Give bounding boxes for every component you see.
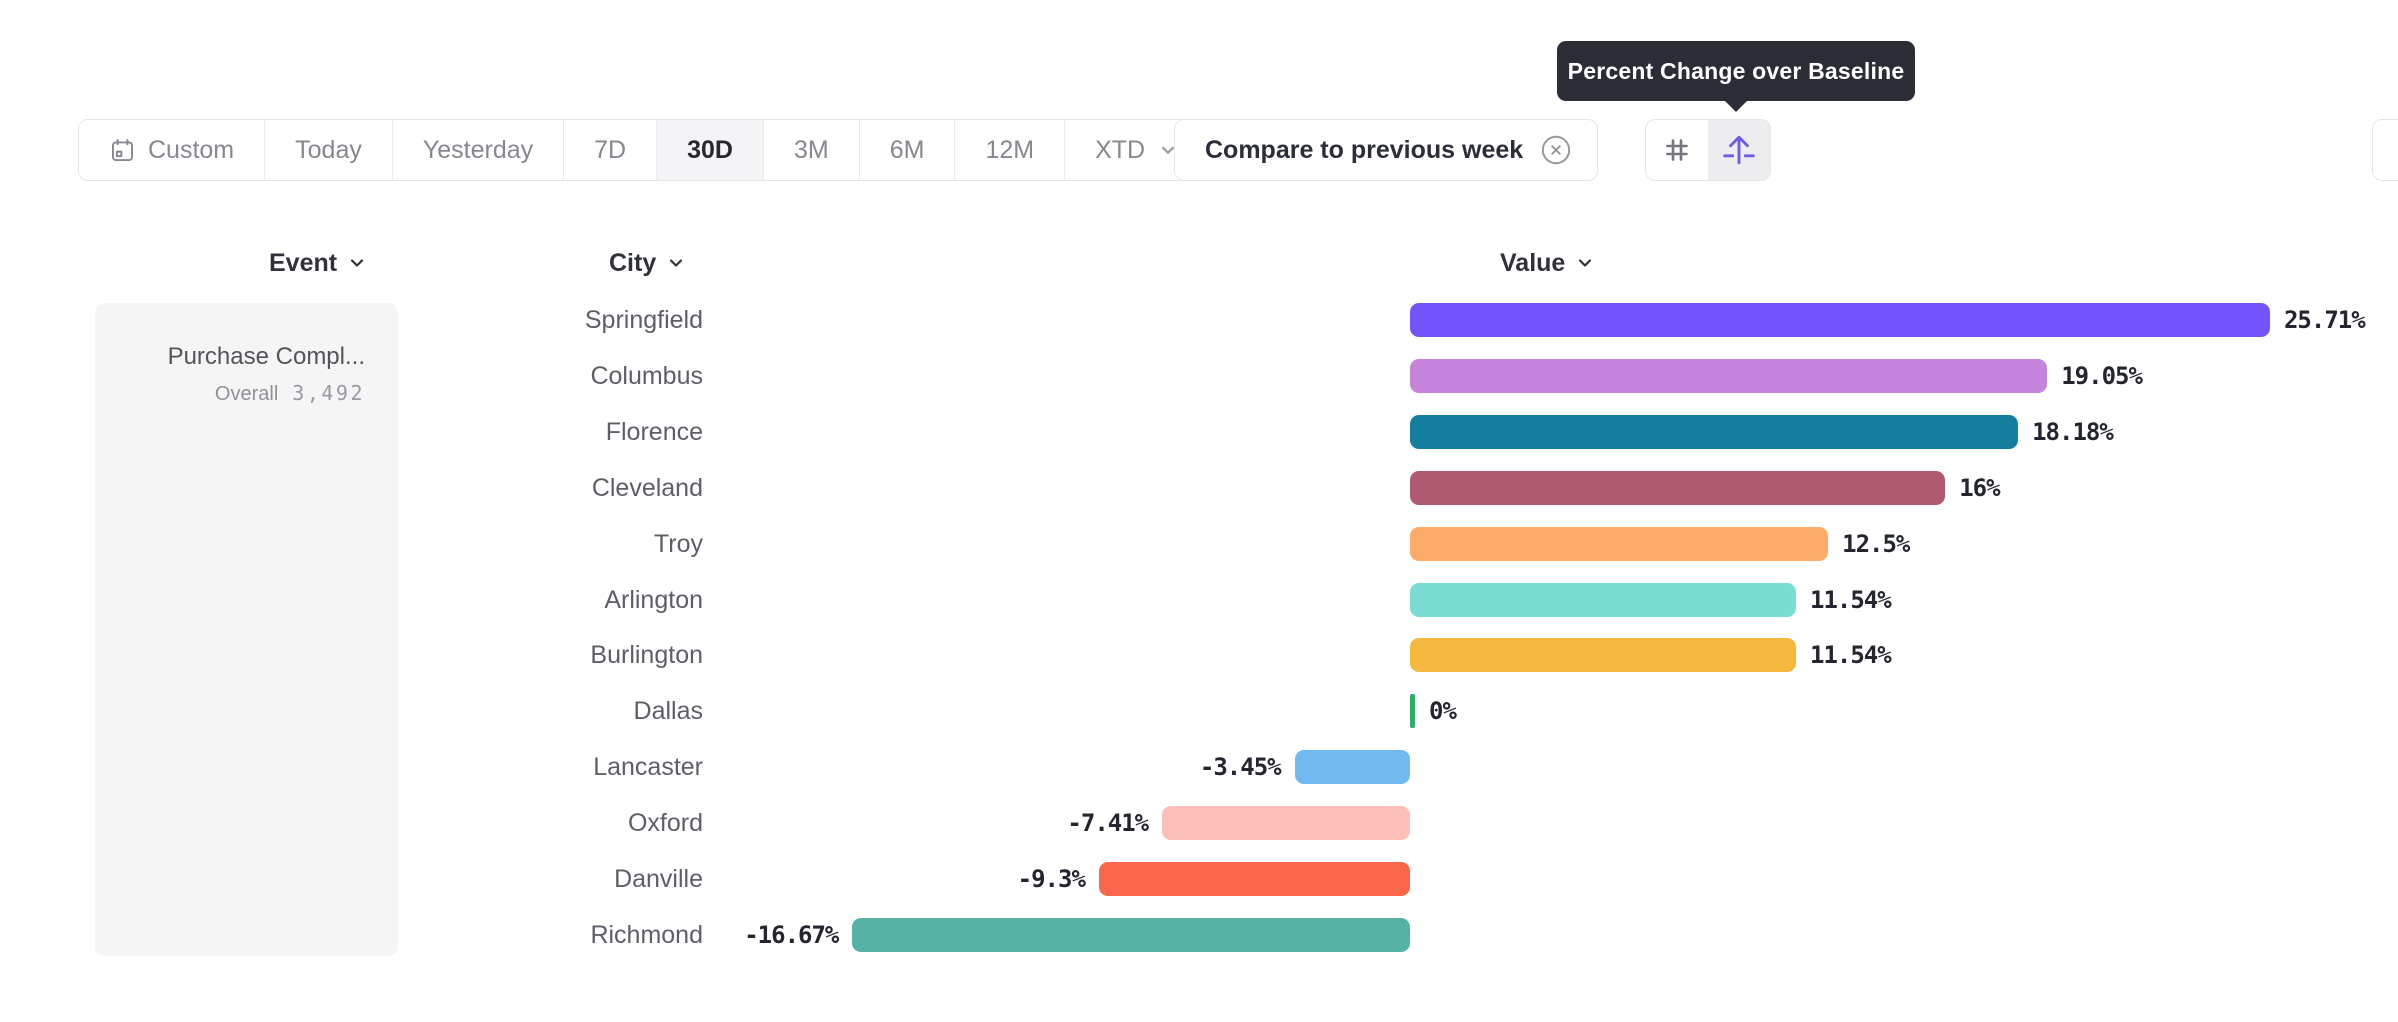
- hash-grid-icon: [1661, 134, 1693, 166]
- city-label: Burlington: [590, 641, 703, 670]
- metric-label: Overall: [214, 383, 279, 405]
- date-button-label: 30D: [687, 135, 733, 164]
- column-header-label: Event: [269, 248, 338, 277]
- chart-row: Springfield 25.71%: [0, 303, 2398, 337]
- date-button-label: Today: [295, 135, 362, 164]
- bar-value-label: 16%: [1959, 473, 2000, 502]
- chart-row: Cleveland 16%: [0, 470, 2398, 505]
- chevron-down-icon: [666, 253, 686, 273]
- date-button-3m[interactable]: 3M: [762, 120, 859, 180]
- bar[interactable]: [1410, 582, 1796, 617]
- tooltip-percent-change: Percent Change over Baseline: [1557, 41, 1915, 112]
- city-label: Dallas: [633, 697, 703, 726]
- bar[interactable]: [1410, 470, 1946, 505]
- bar[interactable]: [1410, 694, 1415, 729]
- column-header-event[interactable]: Event: [269, 247, 367, 279]
- bar[interactable]: [1162, 806, 1410, 841]
- close-circle-icon[interactable]: [1539, 133, 1573, 167]
- clipped-edge-button[interactable]: [2372, 119, 2398, 181]
- event-panel[interactable]: Purchase Compl... Overall 3,492: [95, 303, 398, 956]
- bar[interactable]: [1098, 862, 1410, 896]
- compare-chip-label: Compare to previous week: [1205, 135, 1524, 164]
- chart-row: Florence 18.18%: [0, 414, 2398, 449]
- bar[interactable]: [1410, 638, 1796, 673]
- city-label: Columbus: [590, 361, 703, 390]
- city-label: Richmond: [590, 920, 703, 949]
- city-label: Oxford: [627, 809, 703, 838]
- date-button-6m[interactable]: 6M: [858, 120, 955, 180]
- bar[interactable]: [1410, 358, 2048, 393]
- bar-value-label: 25.71%: [2283, 306, 2366, 334]
- date-button-7d[interactable]: 7D: [563, 120, 657, 180]
- bar-value-label: 19.05%: [2061, 361, 2143, 390]
- date-button-yesterday[interactable]: Yesterday: [391, 120, 564, 180]
- city-label: Florence: [605, 417, 703, 446]
- chart-row: Lancaster -3.45%: [0, 750, 2398, 785]
- column-header-city[interactable]: City: [609, 247, 686, 279]
- chart-row: Richmond -16.67%: [0, 917, 2398, 952]
- bar-value-label: 12.5%: [1842, 529, 1910, 558]
- date-button-label: 7D: [594, 135, 627, 164]
- city-label: Arlington: [604, 585, 703, 614]
- date-button-custom[interactable]: Custom: [79, 120, 265, 180]
- arrow-up-baseline-icon: [1721, 132, 1757, 168]
- bar-value-label: -3.45%: [1199, 753, 1282, 782]
- chevron-down-icon: [1157, 139, 1179, 161]
- bar[interactable]: [852, 917, 1410, 952]
- date-button-label: 3M: [793, 135, 829, 164]
- date-button-label: XTD: [1095, 135, 1146, 164]
- chevron-down-icon: [347, 253, 367, 273]
- bar-value-label: -7.41%: [1067, 809, 1149, 838]
- event-name: Purchase Compl...: [167, 343, 365, 370]
- chevron-down-icon: [1575, 253, 1595, 273]
- bar[interactable]: [1410, 526, 1829, 561]
- bar-value-label: -16.67%: [744, 920, 839, 949]
- tooltip-text: Percent Change over Baseline: [1567, 57, 1905, 84]
- date-button-today[interactable]: Today: [264, 120, 392, 180]
- date-button-label: 6M: [889, 135, 925, 164]
- city-label: Lancaster: [593, 753, 703, 782]
- date-button-label: Custom: [148, 135, 235, 164]
- compare-chip[interactable]: Compare to previous week: [1174, 119, 1599, 181]
- toolbar: Custom Today Yesterday 7D 30D 3M 6M 12M …: [0, 119, 2398, 181]
- chart-row: Burlington 11.54%: [0, 638, 2398, 673]
- bar-value-label: 0%: [1429, 697, 1457, 726]
- chart-row: Dallas 0%: [0, 694, 2398, 729]
- chart-row: Arlington 11.54%: [0, 582, 2398, 617]
- percent-change-toggle[interactable]: [1708, 120, 1770, 180]
- column-header-label: Value: [1500, 248, 1566, 277]
- bar[interactable]: [1294, 750, 1410, 785]
- bar[interactable]: [1410, 303, 2270, 337]
- event-metric: Overall 3,492: [215, 381, 365, 406]
- date-button-30d[interactable]: 30D: [656, 120, 763, 180]
- city-label: Danville: [614, 865, 703, 893]
- calendar-icon: [109, 137, 136, 164]
- city-label: Cleveland: [591, 473, 703, 502]
- chart-row: Oxford -7.41%: [0, 806, 2398, 841]
- date-button-12m[interactable]: 12M: [954, 120, 1065, 180]
- date-button-label: 12M: [985, 135, 1035, 164]
- bar-value-label: 11.54%: [1810, 641, 1892, 670]
- column-header-value[interactable]: Value: [1500, 247, 1595, 279]
- city-label: Springfield: [584, 306, 703, 334]
- bar-value-label: 18.18%: [2032, 417, 2114, 446]
- city-label: Troy: [653, 529, 703, 558]
- view-toggle-group: [1645, 119, 1771, 181]
- chart-row: Troy 12.5%: [0, 526, 2398, 561]
- values-grid-toggle[interactable]: [1646, 120, 1708, 180]
- column-header-label: City: [609, 248, 657, 277]
- bar-value-label: -9.3%: [1017, 865, 1086, 893]
- metric-value: 3,492: [292, 381, 365, 405]
- bar-value-label: 11.54%: [1810, 585, 1892, 614]
- bar[interactable]: [1410, 414, 2019, 449]
- chart-row: Columbus 19.05%: [0, 358, 2398, 393]
- date-range-picker: Custom Today Yesterday 7D 30D 3M 6M 12M …: [78, 119, 1211, 181]
- chart-row: Danville -9.3%: [0, 862, 2398, 896]
- date-button-label: Yesterday: [422, 135, 534, 164]
